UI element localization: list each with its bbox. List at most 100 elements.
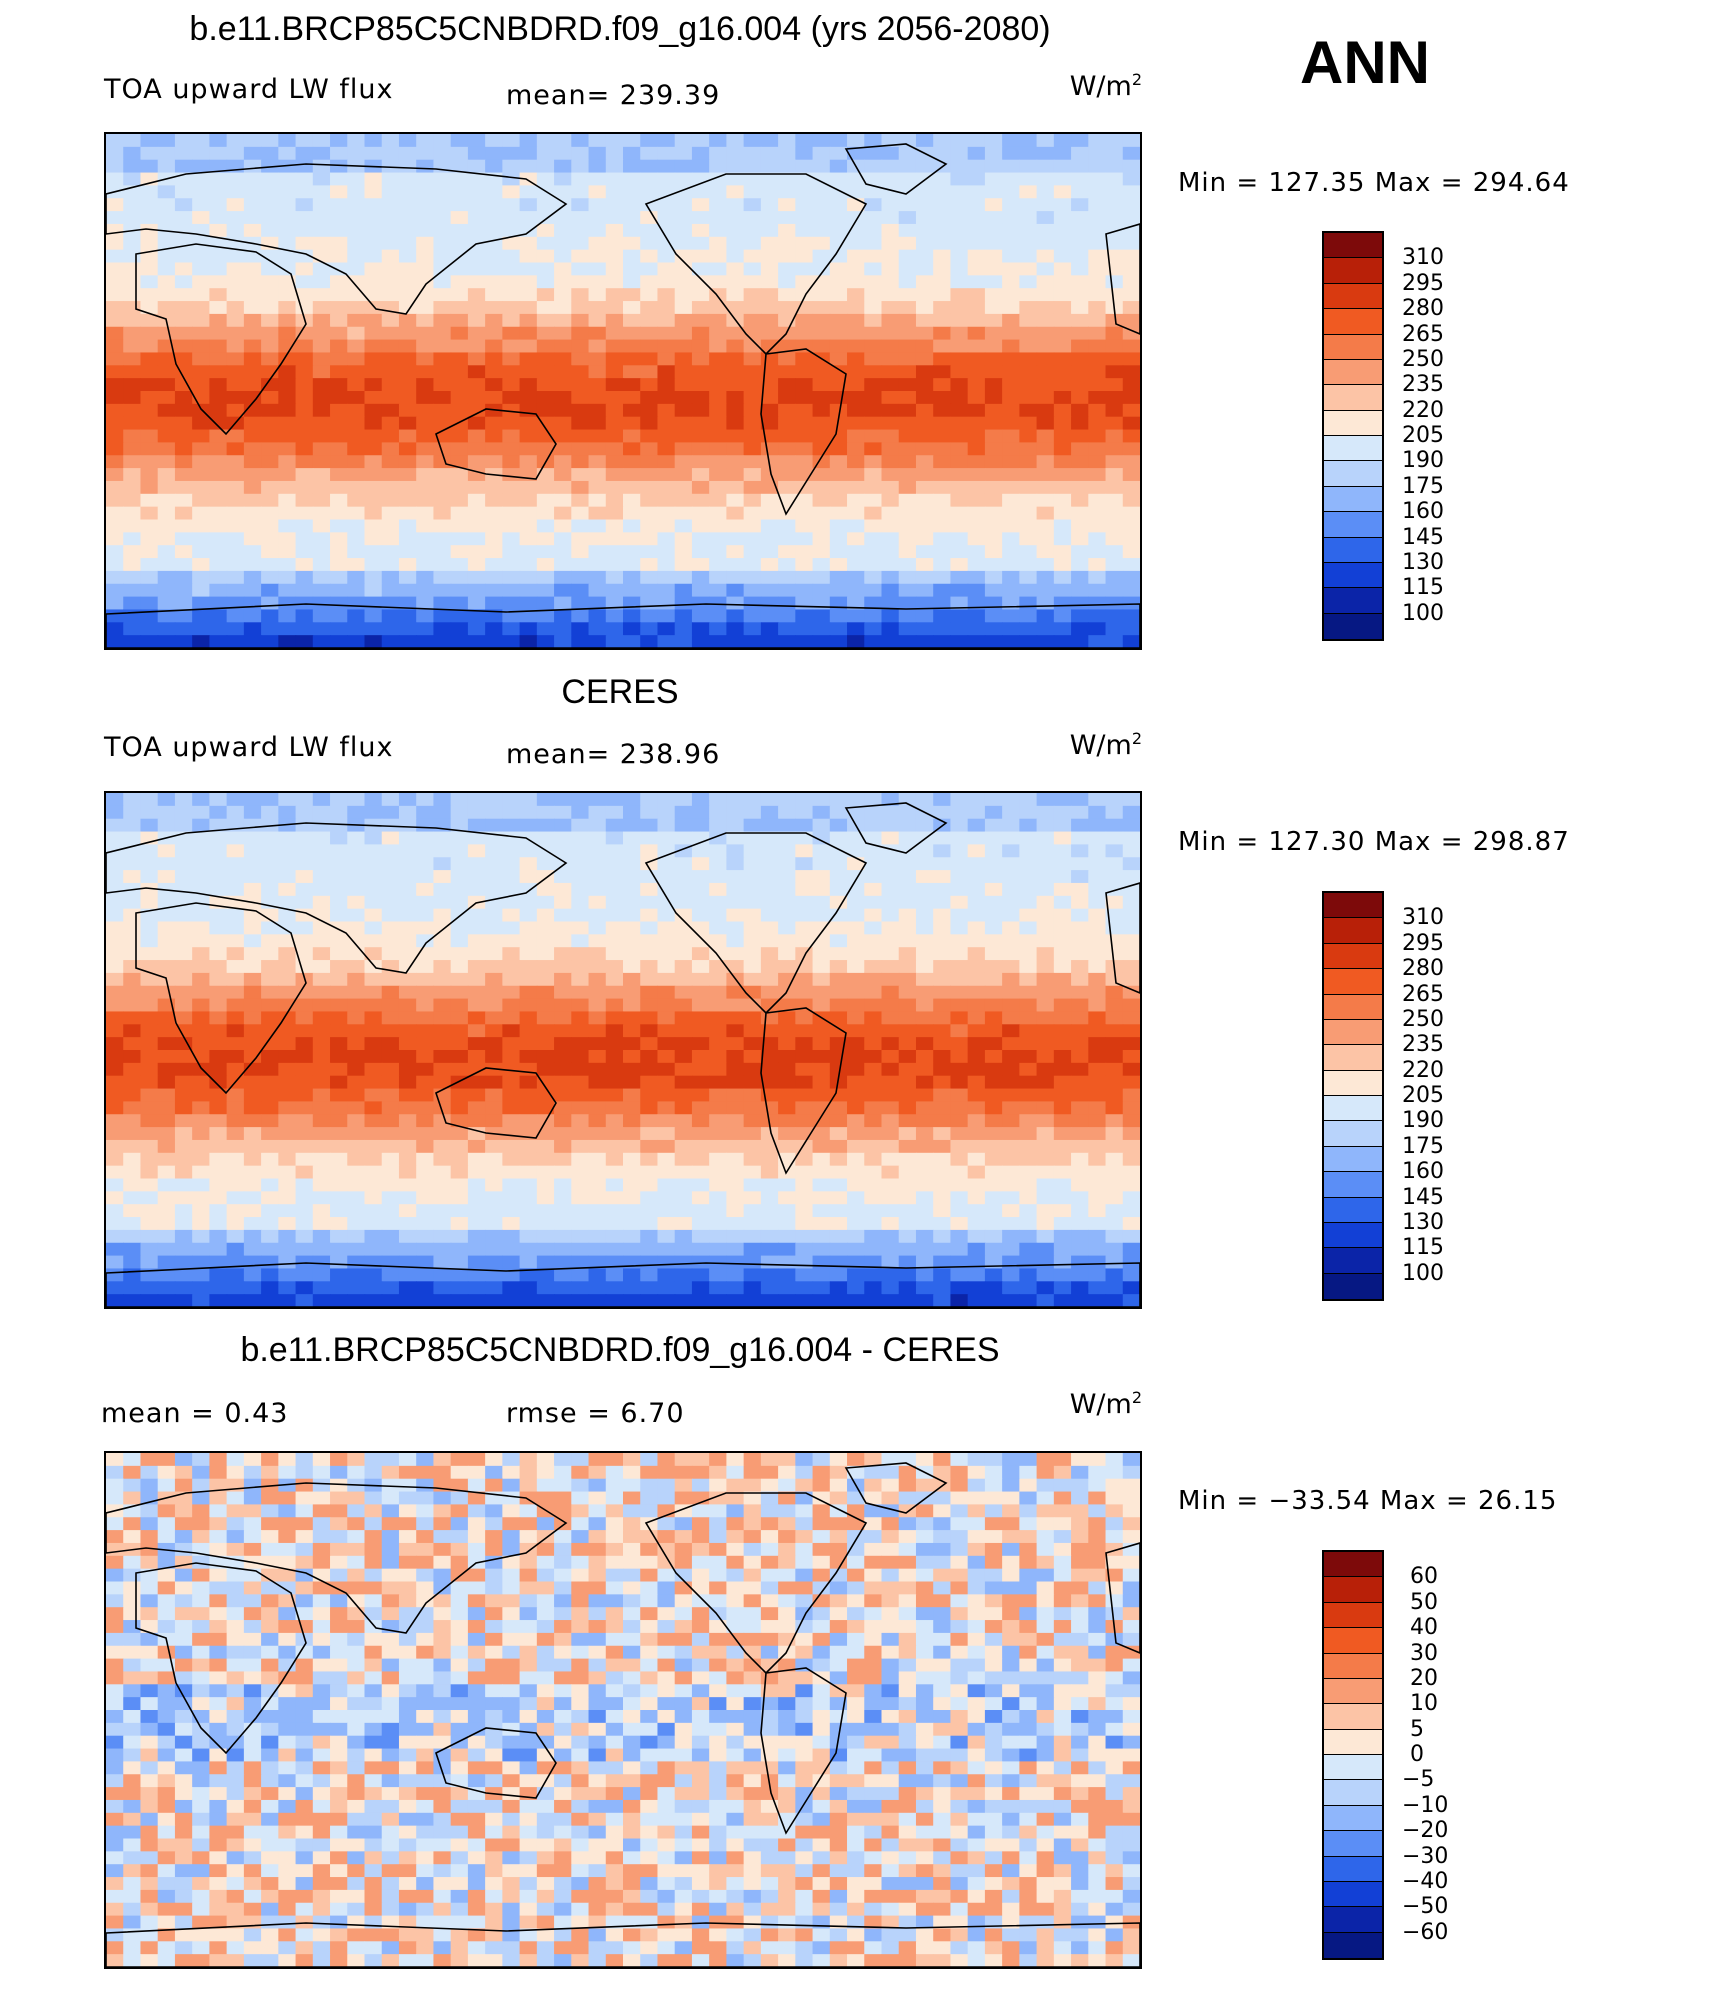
colorbar-tick-label: 265 xyxy=(1402,321,1444,347)
colorbar xyxy=(1322,1550,1384,1960)
colorbar-tick-label: 235 xyxy=(1402,1032,1444,1058)
colorbar-swatch xyxy=(1324,994,1382,1020)
colorbar-tick-label: 20 xyxy=(1410,1665,1438,1691)
colorbar-tick-label: 115 xyxy=(1402,575,1444,601)
colorbar-tick-label: 190 xyxy=(1402,448,1444,474)
coastline xyxy=(844,1462,948,1514)
map-field xyxy=(106,793,1140,1307)
units-label: W/m2 xyxy=(1069,1388,1142,1420)
colorbar-tick-label: −10 xyxy=(1402,1792,1449,1818)
panel-title: CERES xyxy=(561,673,679,711)
colorbar-tick-label: 100 xyxy=(1402,600,1444,626)
colorbar-swatch xyxy=(1324,486,1382,513)
coastline xyxy=(844,143,948,195)
colorbar-tick-label: 145 xyxy=(1402,1184,1444,1210)
colorbar-tick-label: 175 xyxy=(1402,473,1444,499)
coastline xyxy=(135,243,307,436)
colorbar-tick-label: 100 xyxy=(1402,1260,1444,1286)
coastline xyxy=(760,1667,847,1835)
colorbar-swatch xyxy=(1324,1096,1382,1122)
coastline xyxy=(644,173,868,356)
panel-title: b.e11.BRCP85C5CNBDRD.f09_g16.004 - CERES xyxy=(240,1331,1000,1369)
colorbar-tick-label: −20 xyxy=(1402,1818,1449,1844)
colorbar-swatch xyxy=(1324,1704,1382,1730)
coastline xyxy=(435,408,557,480)
season-label: ANN xyxy=(1300,29,1430,96)
colorbar-swatch xyxy=(1324,537,1382,563)
colorbar-tick-label: 160 xyxy=(1402,499,1444,525)
colorbar xyxy=(1322,891,1384,1301)
colorbar-swatch xyxy=(1324,1045,1382,1071)
colorbar-swatch xyxy=(1324,385,1382,411)
colorbar-swatch xyxy=(1324,613,1382,639)
colorbar-swatch xyxy=(1324,359,1382,386)
colorbar-swatch xyxy=(1324,969,1382,995)
coastline xyxy=(135,1562,307,1755)
mean-label: mean = 0.43 xyxy=(101,1398,289,1429)
colorbar-tick-label: 265 xyxy=(1402,981,1444,1007)
variable-label: TOA upward LW flux xyxy=(104,732,394,763)
coastline xyxy=(435,1067,557,1139)
colorbar-tick-label: 220 xyxy=(1402,397,1444,423)
coastline xyxy=(106,822,568,974)
colorbar-tick-label: 50 xyxy=(1410,1589,1438,1615)
mean-label: mean= 239.39 xyxy=(506,80,721,111)
map-plot xyxy=(104,1451,1142,1969)
units-label: W/m2 xyxy=(1069,70,1142,102)
coastline xyxy=(106,1482,568,1634)
colorbar-swatch xyxy=(1324,283,1382,310)
rmse-label: rmse = 6.70 xyxy=(506,1398,685,1429)
colorbar-tick-label: 175 xyxy=(1402,1133,1444,1159)
map-field xyxy=(106,134,1140,648)
colorbar-tick-label: −40 xyxy=(1402,1868,1449,1894)
coastline xyxy=(644,832,868,1015)
colorbar-tick-label: 160 xyxy=(1402,1159,1444,1185)
colorbar-swatch xyxy=(1324,562,1382,589)
colorbar-tick-label: −50 xyxy=(1402,1894,1449,1920)
colorbar-tick-label: 5 xyxy=(1410,1716,1424,1742)
coastline xyxy=(106,1262,1140,1307)
colorbar-swatch xyxy=(1324,918,1382,944)
colorbar-swatch xyxy=(1324,1755,1382,1781)
colorbar-swatch xyxy=(1324,410,1382,436)
colorbar-tick-label: 280 xyxy=(1402,296,1444,322)
colorbar-swatch xyxy=(1324,1146,1382,1173)
coastline xyxy=(1105,1542,1140,1654)
min-max-label: Min = 127.30 Max = 298.87 xyxy=(1178,827,1570,857)
colorbar-swatch xyxy=(1324,1019,1382,1046)
colorbar-swatch xyxy=(1324,512,1382,538)
colorbar-tick-label: 145 xyxy=(1402,524,1444,550)
units-label: W/m2 xyxy=(1069,729,1142,761)
colorbar xyxy=(1322,231,1384,641)
colorbar-swatch xyxy=(1324,1121,1382,1147)
coastline xyxy=(435,1727,557,1799)
colorbar-swatch xyxy=(1324,1248,1382,1274)
colorbar-tick-label: 205 xyxy=(1402,423,1444,448)
colorbar-swatch xyxy=(1324,258,1382,284)
colorbar-swatch xyxy=(1324,1628,1382,1654)
coastline xyxy=(106,163,568,315)
colorbar-tick-label: −60 xyxy=(1402,1919,1449,1945)
variable-label: TOA upward LW flux xyxy=(104,74,394,105)
mean-label: mean= 238.96 xyxy=(506,739,721,770)
colorbar-tick-label: 250 xyxy=(1402,1006,1444,1032)
colorbar-tick-label: 235 xyxy=(1402,372,1444,398)
colorbar-tick-label: 295 xyxy=(1402,930,1444,956)
colorbar-swatch xyxy=(1324,1653,1382,1679)
colorbar-tick-label: 130 xyxy=(1402,1209,1444,1235)
colorbar-tick-label: 115 xyxy=(1402,1235,1444,1261)
coastline xyxy=(1105,882,1140,994)
colorbar-swatch xyxy=(1324,1907,1382,1933)
colorbar-swatch xyxy=(1324,1273,1382,1299)
colorbar-swatch xyxy=(1324,309,1382,335)
colorbar-tick-label: 190 xyxy=(1402,1108,1444,1134)
colorbar-tick-label: −5 xyxy=(1402,1767,1435,1793)
coastline xyxy=(844,802,948,854)
min-max-label: Min = −33.54 Max = 26.15 xyxy=(1178,1486,1558,1516)
colorbar-tick-label: 10 xyxy=(1410,1691,1438,1717)
colorbar-swatch xyxy=(1324,1197,1382,1223)
colorbar-swatch xyxy=(1324,1856,1382,1882)
colorbar-tick-label: 60 xyxy=(1410,1564,1438,1590)
colorbar-swatch xyxy=(1324,1222,1382,1249)
colorbar-swatch xyxy=(1324,1932,1382,1958)
